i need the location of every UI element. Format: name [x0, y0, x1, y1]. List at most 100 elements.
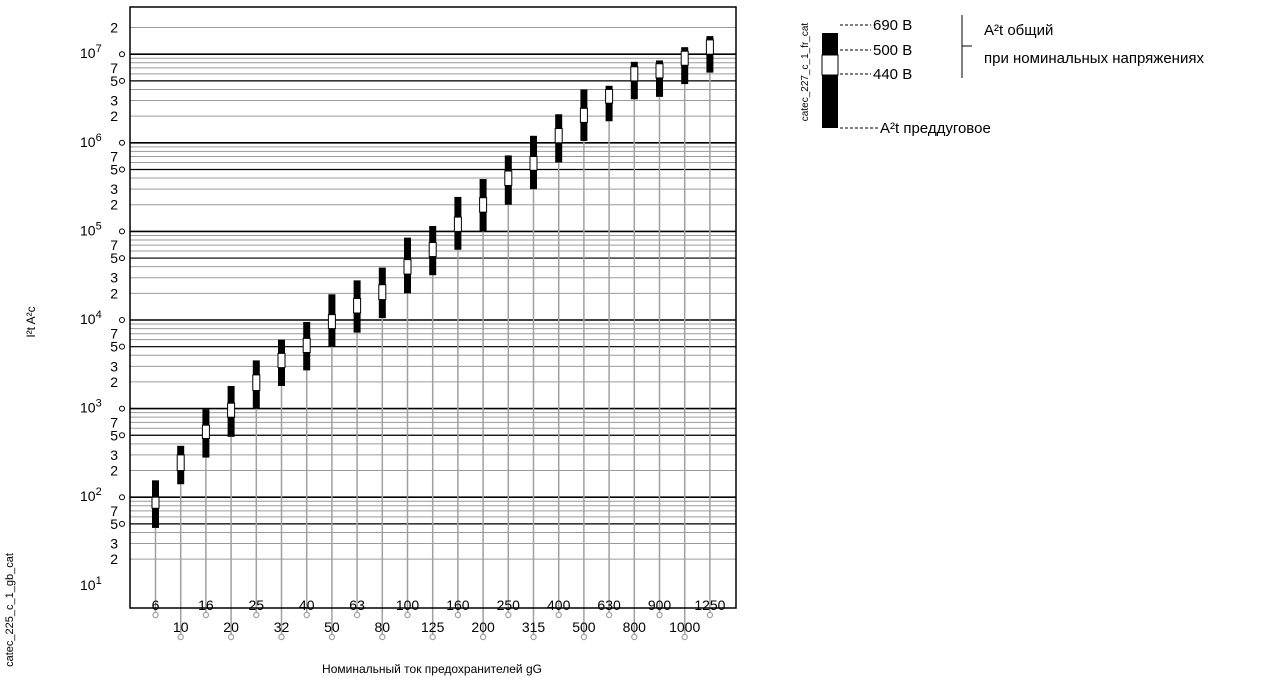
- y-tick-decade: 101: [80, 575, 102, 593]
- legend-bar-total-upper: [822, 33, 838, 55]
- stem-end-25: [253, 611, 260, 619]
- y-tick-marker: [119, 317, 125, 323]
- bar-690-16: [202, 409, 210, 426]
- stem-end-1000: [681, 633, 688, 641]
- y-tick-minor: 7: [110, 414, 118, 430]
- bar-prearc-16: [202, 438, 210, 458]
- x-tick-800: 800: [623, 619, 647, 635]
- x-tick-500: 500: [572, 619, 596, 635]
- bar-500-25: [252, 374, 261, 392]
- y-tick-top: 2: [110, 20, 118, 36]
- legend-caption: catec_227_c_1_fr_cat: [800, 23, 811, 122]
- stem-end-6: [152, 611, 159, 619]
- y-tick-minor: 3: [110, 181, 118, 197]
- stem-end-20: [227, 633, 235, 641]
- y-tick-minor: 7: [110, 326, 118, 342]
- bar-690-63: [353, 280, 361, 299]
- bar-prearc-50: [328, 328, 336, 347]
- bar-prearc-1000: [681, 65, 689, 85]
- x-axis-title: Номинальный ток предохранителей gG: [322, 662, 542, 676]
- bar-500-315: [529, 156, 538, 171]
- bar-prearc-250: [504, 185, 512, 205]
- bar-500-1250: [705, 39, 714, 55]
- x-tick-20: 20: [223, 619, 239, 635]
- y-tick-minor: 2: [110, 551, 118, 567]
- bar-690-160: [454, 196, 462, 218]
- legend: catec_227_c_1_fr_cat 690 В 500 В 440 В A…: [800, 15, 1204, 137]
- y-tick-marker: [119, 494, 125, 501]
- y-tick-decade: 104: [80, 309, 102, 327]
- x-tick-315: 315: [522, 619, 546, 635]
- bar-prearc-32: [278, 367, 285, 386]
- y-tick-minor: 7: [110, 237, 118, 253]
- y-tick-minor: 5: [110, 339, 118, 355]
- x-tick-1000: 1000: [669, 619, 700, 635]
- bar-690-630: [605, 85, 613, 90]
- legend-label-440: 440 В: [873, 66, 912, 83]
- bar-690-250: [504, 155, 512, 172]
- x-tick-100: 100: [396, 597, 420, 613]
- stem-end-16: [202, 611, 210, 619]
- bar-prearc-800: [630, 80, 638, 100]
- y-tick-marker: [119, 166, 125, 173]
- bar-690-32: [278, 339, 285, 354]
- stem-end-10: [177, 633, 184, 641]
- bar-690-10: [177, 445, 185, 455]
- stem-end-200: [479, 633, 487, 641]
- bar-500-630: [605, 88, 614, 104]
- x-tick-32: 32: [274, 619, 290, 635]
- y-tick-minor: 2: [110, 108, 118, 124]
- bar-500-800: [630, 66, 639, 82]
- x-tick-10: 10: [173, 619, 189, 635]
- stem-end-400: [555, 611, 562, 619]
- bar-prearc-20: [227, 417, 235, 437]
- legend-bracket-line2: при номинальных напряжениях: [984, 50, 1204, 67]
- stem-lines: [152, 72, 714, 641]
- bar-690-900: [656, 60, 663, 64]
- bar-prearc-63: [353, 312, 361, 333]
- bar-690-400: [555, 114, 563, 129]
- bar-500-40: [302, 337, 311, 353]
- stem-end-315: [530, 633, 537, 641]
- bar-690-125: [429, 226, 437, 243]
- x-tick-40: 40: [299, 597, 315, 613]
- stem-end-900: [656, 611, 663, 619]
- y-tick-minor: 5: [110, 250, 118, 266]
- stem-end-800: [631, 633, 638, 641]
- bar-prearc-40: [303, 352, 311, 371]
- bar-prearc-160: [454, 231, 462, 250]
- y-tick-marker: [119, 139, 125, 146]
- y-tick-decade: 107: [80, 43, 102, 61]
- bar-prearc-315: [530, 170, 537, 190]
- bar-500-400: [554, 128, 563, 144]
- bar-690-40: [303, 321, 311, 339]
- y-tick-marker: [119, 432, 125, 439]
- stem-end-80: [379, 633, 386, 641]
- legend-bar-prearc: [822, 75, 838, 128]
- bar-500-125: [428, 241, 437, 258]
- y-tick-labels: 1011021031041051061072357235723572357235…: [80, 20, 125, 593]
- legend-label-690: 690 В: [873, 17, 912, 34]
- y-tick-minor: 2: [110, 463, 118, 479]
- bar-500-16: [201, 424, 210, 439]
- y-tick-minor: 3: [110, 270, 118, 286]
- y-tick-minor: 5: [110, 427, 118, 443]
- stem-end-160: [454, 611, 462, 619]
- legend-bracket-line1: A²t общий: [984, 22, 1053, 39]
- y-tick-minor: 2: [110, 197, 118, 213]
- bar-prearc-1250: [706, 54, 714, 73]
- stem-end-100: [404, 611, 411, 619]
- y-tick-marker: [119, 77, 125, 84]
- y-tick-decade: 105: [80, 220, 102, 238]
- bar-prearc-400: [555, 142, 563, 163]
- y-tick-marker: [119, 228, 125, 235]
- x-tick-160: 160: [446, 597, 470, 613]
- y-tick-marker: [119, 520, 125, 527]
- bar-690-200: [479, 179, 487, 198]
- x-tick-1250: 1250: [694, 597, 725, 613]
- bar-500-80: [378, 284, 387, 301]
- stem-end-63: [353, 611, 361, 619]
- bars: [151, 36, 714, 528]
- y-tick-minor: 5: [110, 161, 118, 177]
